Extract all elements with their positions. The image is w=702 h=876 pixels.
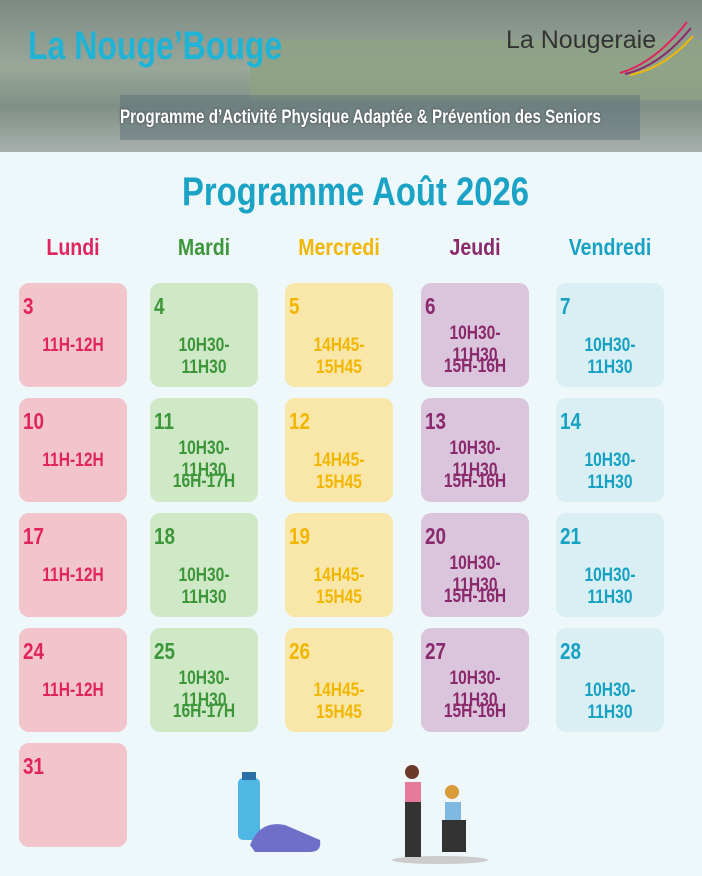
- day-header: Vendredi: [568, 234, 652, 260]
- time-slot: 10H30-11H30: [178, 668, 230, 711]
- date: 11: [154, 408, 174, 434]
- date: 5: [289, 293, 300, 319]
- day-cell: [421, 398, 529, 502]
- time-slot: 14H45-15H45: [313, 335, 365, 378]
- time-slot: 11H-12H: [42, 680, 104, 701]
- day-header: Mardi: [177, 234, 231, 260]
- time-slot: 10H30-11H30: [449, 553, 501, 596]
- date: 28: [560, 638, 581, 664]
- heading: Programme Août 2026: [182, 170, 529, 214]
- day-cell: [150, 513, 258, 617]
- day-cell: [150, 628, 258, 732]
- day-cell: [556, 398, 664, 502]
- date: 21: [560, 523, 581, 549]
- time-slot: 15H-16H: [443, 701, 507, 722]
- date: 19: [289, 523, 310, 549]
- date: 4: [154, 293, 165, 319]
- day-cell: [421, 513, 529, 617]
- day-cell: [285, 398, 393, 502]
- time-slot: 16H-17H: [172, 471, 236, 492]
- time-slot: 11H-12H: [42, 565, 104, 586]
- day-cell: [150, 283, 258, 387]
- time-slot: 15H-16H: [443, 471, 507, 492]
- time-slot: 10H30-11H30: [449, 668, 501, 711]
- day-cell: [285, 283, 393, 387]
- date: 24: [23, 638, 44, 664]
- time-slot: 11H-12H: [42, 450, 104, 471]
- day-cell: [19, 628, 127, 732]
- day-cell: [421, 628, 529, 732]
- date: 25: [154, 638, 175, 664]
- date: 18: [154, 523, 175, 549]
- time-slot: 10H30-11H30: [178, 335, 230, 378]
- day-cell: [556, 283, 664, 387]
- exercise-icon: [392, 765, 488, 864]
- date: 7: [560, 293, 571, 319]
- time-slot: 14H45-15H45: [313, 450, 365, 493]
- day-header: Mercredi: [298, 234, 380, 260]
- date: 3: [23, 293, 34, 319]
- time-slot: 10H30-11H30: [584, 680, 636, 723]
- header-title: La Nouge’Bouge: [28, 24, 283, 68]
- time-slot: 10H30-11H30: [449, 323, 501, 366]
- date: 26: [289, 638, 310, 664]
- time-slot: 16H-17H: [172, 701, 236, 722]
- date: 14: [560, 408, 581, 434]
- date: 10: [23, 408, 44, 434]
- time-slot: 10H30-11H30: [178, 565, 230, 608]
- time-slot: 10H30-11H30: [584, 450, 636, 493]
- day-cell: [556, 513, 664, 617]
- date: 6: [425, 293, 436, 319]
- day-cell: [556, 628, 664, 732]
- day-header: Jeudi: [449, 234, 501, 260]
- date: 20: [425, 523, 446, 549]
- day-cell: [421, 283, 529, 387]
- date: 17: [23, 523, 44, 549]
- day-cell: [150, 398, 258, 502]
- photo-table: [120, 95, 640, 140]
- day-header: Lundi: [46, 234, 100, 260]
- time-slot: 15H-16H: [443, 586, 507, 607]
- logo: La Nougeraie: [506, 26, 657, 54]
- time-slot: 10H30-11H30: [449, 438, 501, 481]
- logo-swoosh: [619, 21, 694, 76]
- day-cell: [285, 628, 393, 732]
- bottle-shoes-icon: [238, 772, 321, 852]
- date: 13: [425, 408, 446, 434]
- time-slot: 14H45-15H45: [313, 565, 365, 608]
- time-slot: 10H30-11H30: [178, 438, 230, 481]
- day-cell: [19, 283, 127, 387]
- time-slot: 10H30-11H30: [584, 565, 636, 608]
- day-cell: [19, 743, 127, 847]
- day-cell: [19, 513, 127, 617]
- date: 27: [425, 638, 446, 664]
- date: 12: [289, 408, 310, 434]
- time-slot: 11H-12H: [42, 335, 104, 356]
- date: 31: [23, 753, 44, 779]
- day-cell: [19, 398, 127, 502]
- header-subtitle: Programme d’Activité Physique Adaptée & …: [120, 107, 601, 128]
- time-slot: 15H-16H: [443, 356, 507, 377]
- day-cell: [285, 513, 393, 617]
- time-slot: 10H30-11H30: [584, 335, 636, 378]
- time-slot: 14H45-15H45: [313, 680, 365, 723]
